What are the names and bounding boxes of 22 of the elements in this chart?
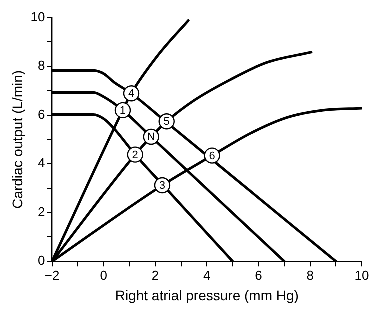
y-tick-label: 6: [38, 106, 46, 122]
y-tick-label: 2: [38, 204, 46, 220]
annotation: N: [147, 132, 156, 144]
y-axis-title: Cardiac output (L/min): [9, 70, 26, 209]
annotation: 3: [159, 180, 166, 192]
x-tick-label: 0: [100, 268, 108, 283]
x-tick-label: −2: [44, 268, 60, 283]
annotation: 6: [209, 150, 216, 162]
y-tick-label: 0: [38, 253, 46, 268]
x-tick-label: 6: [255, 268, 262, 283]
annotation: 2: [132, 149, 138, 162]
x-tick-label: 2: [152, 268, 160, 283]
annotation: 5: [164, 116, 170, 128]
y-tick-label: 8: [38, 58, 46, 74]
annotation: 1: [120, 104, 126, 117]
x-tick-label: 8: [306, 268, 314, 283]
x-tick-label: 4: [204, 268, 211, 283]
x-tick-label: 10: [354, 268, 370, 283]
y-tick-label: 10: [30, 9, 46, 24]
y-tick-label: 4: [38, 156, 46, 171]
annotation: 4: [128, 88, 135, 100]
x-axis-title: Right atrial pressure (mm Hg): [115, 287, 299, 304]
